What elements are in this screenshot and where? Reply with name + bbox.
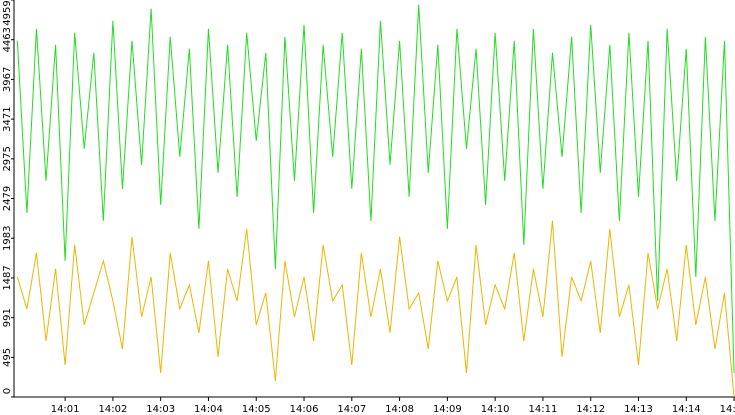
y-tick-label: 3967 bbox=[2, 67, 13, 92]
x-tick-label: 14:03 bbox=[146, 404, 175, 415]
data-line bbox=[16, 220, 735, 398]
y-tick-label: 3471 bbox=[2, 106, 13, 131]
x-tick-label: 14:14 bbox=[672, 404, 701, 415]
x-tick-label: 14:02 bbox=[98, 404, 127, 415]
y-tick-label: 4959 bbox=[2, 0, 13, 25]
y-tick-label: 2975 bbox=[2, 146, 13, 171]
y-tick-label: 1983 bbox=[2, 226, 13, 251]
x-tick-label: 14:15 bbox=[720, 404, 735, 415]
x-tick-label: 14:13 bbox=[624, 404, 653, 415]
y-tick-label: 1487 bbox=[2, 265, 13, 290]
y-tick-label: 0 bbox=[2, 388, 13, 394]
x-tick-label: 14:11 bbox=[529, 404, 558, 415]
y-tick-label: 4463 bbox=[2, 27, 13, 52]
y-tick-label: 991 bbox=[2, 308, 13, 327]
x-tick-label: 14:07 bbox=[337, 404, 366, 415]
x-tick-label: 14:12 bbox=[576, 404, 605, 415]
y-tick-label: 495 bbox=[2, 348, 13, 367]
y-tick-label: 2479 bbox=[2, 186, 13, 211]
x-tick-label: 14:08 bbox=[385, 404, 414, 415]
x-tick-label: 14:04 bbox=[194, 404, 223, 415]
x-tick-label: 14:05 bbox=[242, 404, 271, 415]
x-tick-label: 14:01 bbox=[51, 404, 80, 415]
data-line bbox=[16, 4, 735, 373]
x-tick-label: 14:09 bbox=[433, 404, 462, 415]
x-tick-label: 14:10 bbox=[481, 404, 510, 415]
x-tick-label: 14:06 bbox=[290, 404, 319, 415]
